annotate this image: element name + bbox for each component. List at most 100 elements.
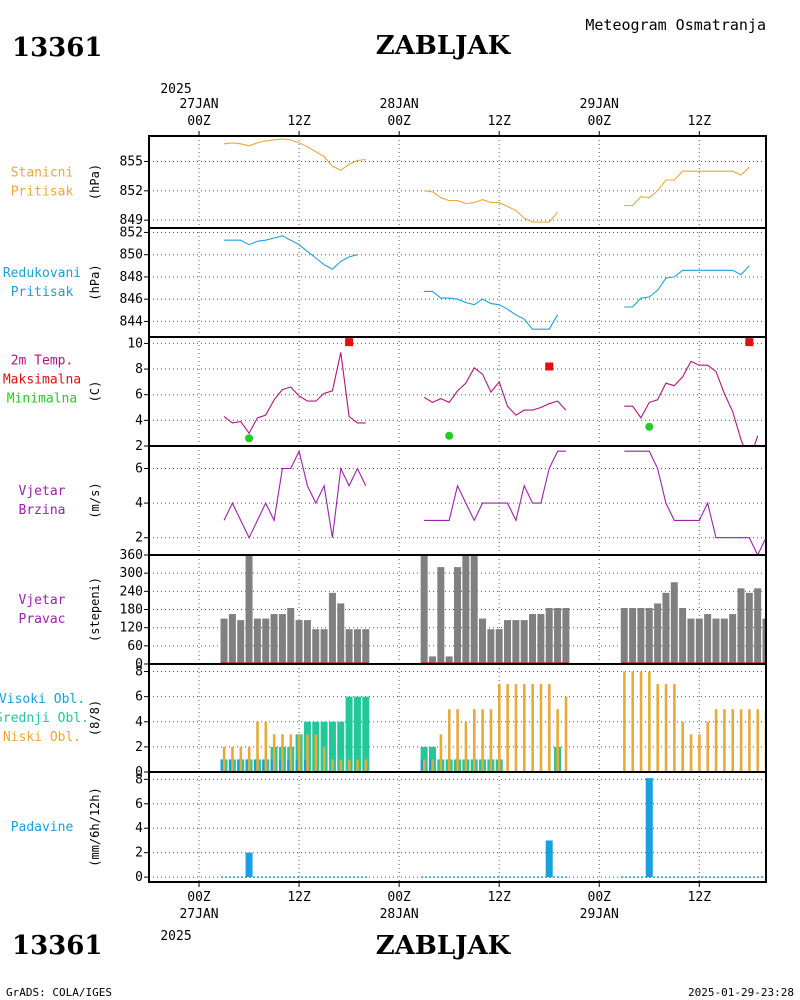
wind-direction-bar [687, 618, 695, 664]
low-cloud-bar [231, 746, 234, 772]
series-line [223, 138, 366, 171]
unit-label: (hPa) [88, 164, 102, 200]
y-tick-label: 855 [120, 154, 143, 169]
top-hour-label: 12Z [487, 114, 511, 129]
wind-direction-bar [253, 618, 261, 664]
top-hour-label: 00Z [387, 114, 411, 129]
y-tick-label: 6 [135, 797, 143, 812]
low-cloud-bar [564, 696, 568, 772]
low-cloud-bar [481, 709, 484, 772]
y-tick-label: 8 [135, 362, 143, 377]
y-tick-label: 0 [135, 870, 143, 885]
wind-direction-bar [220, 618, 228, 664]
top-date-label: 29JAN [580, 97, 619, 112]
panel-frame [148, 445, 767, 556]
bottom-hour-label: 12Z [287, 890, 311, 905]
low-cloud-bar [531, 684, 534, 772]
y-tick-label: 8 [135, 665, 143, 680]
unit-label: (hPa) [88, 264, 102, 300]
low-cloud-bar [439, 734, 443, 772]
low-cloud-bar [281, 734, 284, 772]
y-tick-label: 849 [120, 213, 143, 228]
top-hour-label: 00Z [588, 114, 612, 129]
low-cloud-bar [464, 721, 468, 772]
low-cloud-bar [756, 709, 760, 772]
wind-direction-bar [704, 614, 712, 664]
low-cloud-bar [514, 684, 518, 772]
low-cloud-bar [698, 734, 701, 772]
series-line [223, 449, 367, 539]
y-tick-label: 10 [127, 336, 143, 351]
wind-direction-bar [420, 555, 428, 664]
low-cloud-bar [256, 721, 259, 772]
parameter-label: Srednji Obl. [0, 711, 89, 726]
wind-direction-bar [437, 567, 445, 664]
wind-direction-bar [520, 620, 528, 664]
parameter-label: Minimalna [7, 392, 77, 407]
parameter-label: Stanicni [11, 166, 74, 181]
series-line [424, 190, 559, 223]
top-hour-label: 12Z [688, 114, 712, 129]
parameter-label: Niski Obl. [3, 730, 81, 745]
low-cloud-bar [314, 734, 318, 772]
low-cloud-bar [689, 734, 693, 772]
unit-label: (stepeni) [88, 577, 102, 642]
min-temp-marker [645, 422, 654, 431]
wind-direction-bar [312, 629, 320, 664]
low-cloud-bar [347, 759, 351, 772]
wind-direction-bar [487, 629, 495, 664]
wind-direction-bar [629, 607, 637, 664]
wind-direction-bar [762, 618, 766, 664]
high-cloud-bar [220, 759, 225, 772]
wind-direction-bar [745, 592, 753, 664]
low-cloud-bar [322, 746, 326, 772]
wind-direction-bar [295, 620, 303, 664]
bottom-hour-label: 00Z [588, 890, 612, 905]
wind-direction-bar [278, 614, 286, 664]
panel-frame [148, 771, 767, 883]
bottom-date-label: 27JAN [179, 907, 218, 922]
wind-direction-bar [654, 603, 662, 664]
low-cloud-bar [714, 709, 718, 772]
wind-direction-bar [754, 588, 762, 664]
high-cloud-bar [262, 759, 266, 772]
panel-data [224, 235, 750, 330]
low-cloud-bar [648, 671, 651, 772]
low-cloud-bar [264, 721, 268, 772]
low-cloud-bar [731, 709, 735, 772]
bottom-date-label: 28JAN [380, 907, 419, 922]
panel-redukovani: 844 846 848 850 852 (hPa) Redukovani Pritisak [3, 225, 767, 338]
y-tick-label: 120 [120, 621, 143, 636]
y-tick-label: 300 [120, 566, 143, 581]
wind-direction-bar [495, 629, 503, 664]
y-tick-label: 60 [127, 639, 143, 654]
low-cloud-bar [639, 671, 643, 772]
wind-direction-bar [737, 588, 745, 664]
y-tick-label: 8 [135, 772, 143, 787]
bottom-hour-label: 12Z [487, 890, 511, 905]
wind-direction-bar [729, 614, 737, 664]
wind-direction-bar [645, 607, 653, 664]
parameter-label: 2m Temp. [11, 354, 74, 369]
high-cloud-bar [270, 759, 275, 772]
meteogram-panels: 27JAN 00Z 12Z 28JAN 00Z 12Z 29JAN 00Z 12Z 00Z 27JA… [0, 97, 767, 922]
low-cloud-bar [748, 709, 751, 772]
wind-direction-bar [637, 607, 645, 664]
y-tick-label: 2 [135, 531, 143, 546]
panel-data [223, 138, 750, 223]
wind-direction-bar [362, 629, 370, 664]
middle-cloud-bar [345, 696, 353, 772]
low-cloud-bar [706, 721, 710, 772]
series-line [224, 235, 358, 270]
low-cloud-bar [222, 746, 226, 772]
unit-label: (mm/6h/12h) [88, 787, 102, 866]
wind-direction-bar [537, 614, 545, 664]
bottom-hour-label: 00Z [387, 890, 411, 905]
wind-direction-bar [353, 629, 361, 664]
low-cloud-bar [673, 684, 676, 772]
max-temp-marker [745, 338, 754, 347]
wind-direction-bar [662, 592, 670, 664]
panel-pravac: 0 60 120 180 240 300 360 (stepeni) Vjetar Pravac [19, 548, 767, 672]
panel-data [223, 449, 766, 555]
